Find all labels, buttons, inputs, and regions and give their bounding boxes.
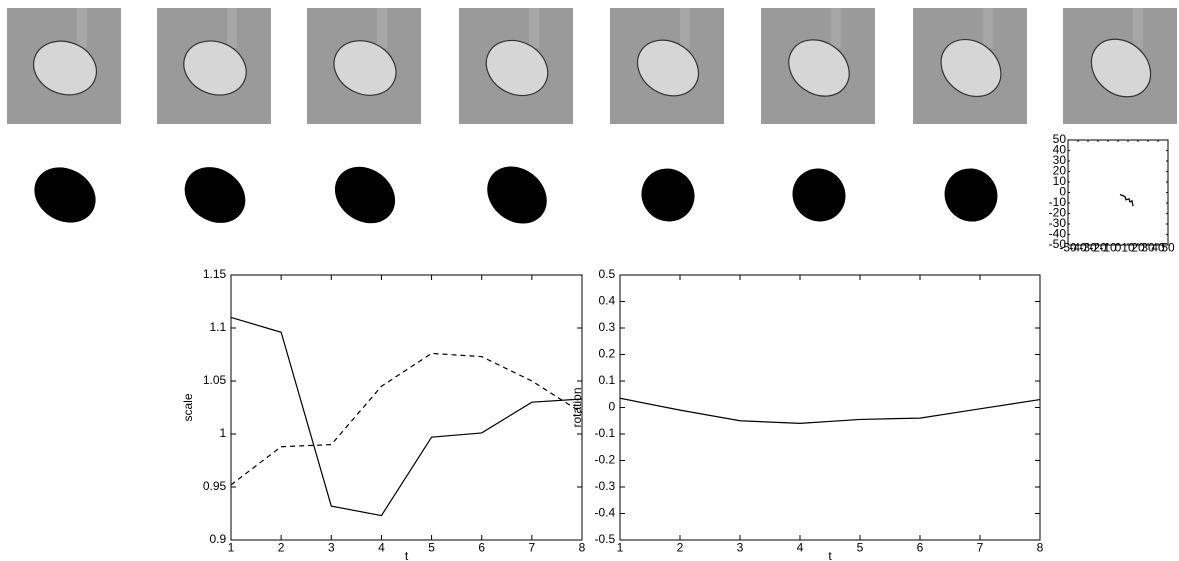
x-tick-label: 8 — [1037, 541, 1044, 555]
x-axis-label: t — [405, 549, 409, 561]
frame-glare — [831, 8, 841, 48]
plot-box — [1068, 140, 1168, 245]
y-tick-label: 1 — [220, 426, 227, 440]
y-tick-label: 1.15 — [203, 267, 227, 281]
frame-glare — [377, 8, 387, 48]
frame-glare — [1133, 8, 1143, 48]
silhouette — [782, 158, 857, 233]
x-tick-label: 4 — [378, 541, 385, 555]
y-axis-label: rotation — [570, 387, 584, 427]
x-tick-label: 2 — [278, 541, 285, 555]
data-line — [231, 353, 582, 484]
y-tick-label: 50 — [1053, 132, 1067, 146]
x-tick-label: 50 — [1161, 241, 1175, 255]
y-tick-label: 0.95 — [203, 479, 227, 493]
y-tick-label: -0.5 — [595, 532, 616, 546]
data-line — [620, 398, 1040, 423]
y-tick-label: 0.4 — [599, 294, 616, 308]
silhouette — [934, 158, 1009, 233]
y-tick-label: 0.3 — [599, 320, 616, 334]
y-tick-label: 0.1 — [599, 373, 616, 387]
frame-glare — [680, 8, 690, 48]
frame-glare — [227, 8, 237, 48]
y-tick-label: 1.05 — [203, 373, 227, 387]
x-tick-label: 5 — [857, 541, 864, 555]
silhouette — [631, 158, 706, 233]
x-tick-label: 3 — [737, 541, 744, 555]
frame-glare — [983, 8, 993, 48]
x-tick-label: 1 — [228, 541, 235, 555]
x-tick-label: 2 — [677, 541, 684, 555]
data-line — [231, 317, 582, 515]
frame-glare — [77, 8, 87, 48]
y-axis-label: scale — [181, 393, 195, 421]
y-tick-label: 0 — [609, 400, 616, 414]
silhouette — [324, 155, 406, 235]
x-tick-label: 4 — [797, 541, 804, 555]
y-tick-label: -0.4 — [595, 506, 616, 520]
plot-box — [231, 275, 582, 540]
figure: 1 2 3 4 5 6 7 8 0.9 0.95 1 1.05 1.1 1.15 t scale 1 2 3 4 5 6 7… — [0, 0, 1179, 561]
frames — [7, 8, 1177, 235]
y-tick-label: 0.2 — [599, 347, 616, 361]
y-tick-label: -0.2 — [595, 453, 616, 467]
plot-box — [620, 275, 1040, 540]
x-tick-label: 6 — [478, 541, 485, 555]
x-tick-label: 7 — [529, 541, 536, 555]
data-line — [1120, 195, 1133, 207]
x-tick-label: 5 — [428, 541, 435, 555]
x-tick-label: 6 — [917, 541, 924, 555]
x-tick-label: 7 — [977, 541, 984, 555]
x-axis-label: t — [828, 549, 832, 561]
silhouette — [24, 156, 105, 233]
x-tick-label: 1 — [617, 541, 624, 555]
frame-glare — [529, 8, 539, 48]
y-tick-label: 0.5 — [599, 267, 616, 281]
y-tick-label: -0.3 — [595, 479, 616, 493]
silhouette — [174, 156, 256, 234]
silhouette — [476, 155, 558, 236]
y-tick-label: 0.9 — [210, 532, 227, 546]
y-tick-label: 1.1 — [210, 320, 227, 334]
x-tick-label: 8 — [579, 541, 586, 555]
y-tick-label: -0.1 — [595, 426, 616, 440]
x-tick-label: 3 — [328, 541, 335, 555]
